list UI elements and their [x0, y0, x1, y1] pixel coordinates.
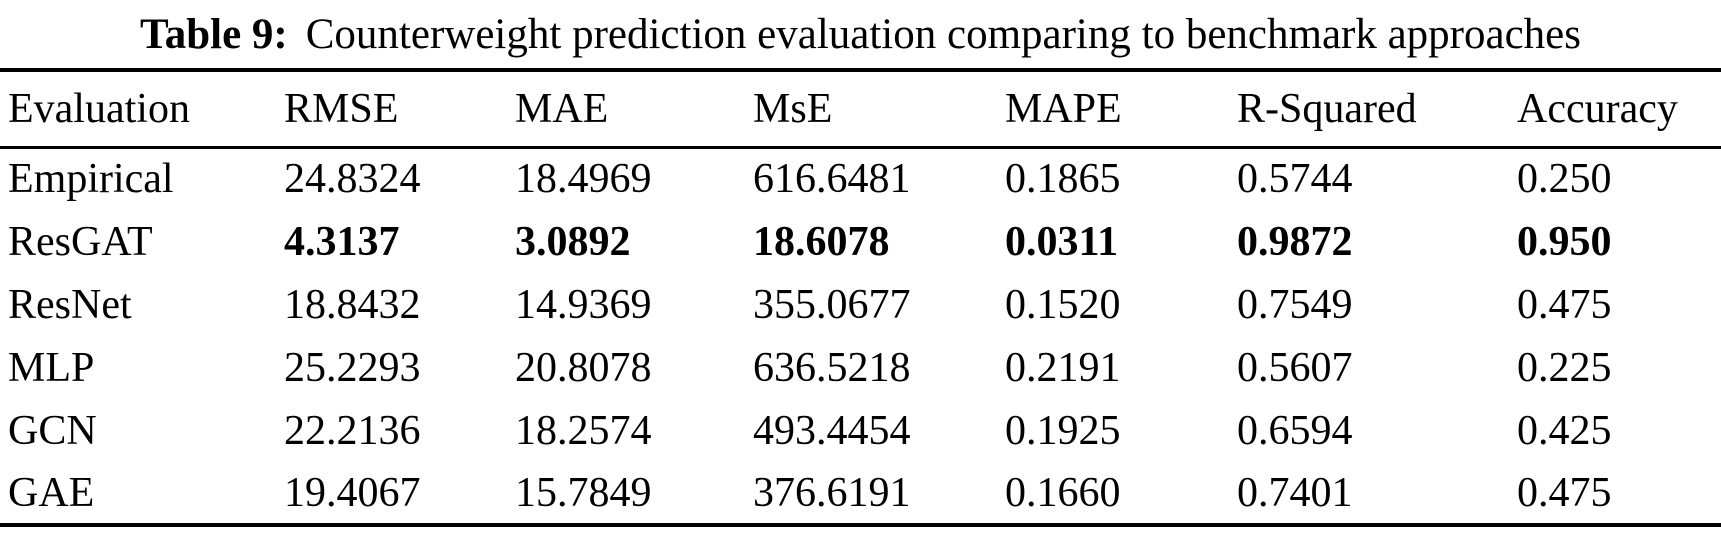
value-cell: 0.225	[1517, 344, 1612, 391]
value-cell: 0.6594	[1237, 407, 1353, 454]
value-cell: 0.1865	[1005, 156, 1121, 203]
value-cell: 19.4067	[284, 469, 421, 516]
value-cell: 0.250	[1517, 156, 1612, 203]
table-row-mlp: MLP 25.2293 20.8078 636.5218 0.2191 0.56…	[0, 336, 1721, 399]
value-cell: 18.2574	[515, 407, 652, 454]
row-label-cell: GAE	[8, 469, 95, 516]
value-cell: 0.7549	[1237, 281, 1353, 328]
value-cell: 20.8078	[515, 344, 652, 391]
row-label-cell: Empirical	[8, 156, 174, 203]
value-cell: 0.5607	[1237, 344, 1353, 391]
value-cell: 616.6481	[753, 156, 911, 203]
value-cell: 636.5218	[753, 344, 911, 391]
row-label-cell: MLP	[8, 344, 95, 391]
row-label-cell: ResNet	[8, 281, 132, 328]
table-caption-label: Table 9:	[140, 10, 288, 58]
results-table: Evaluation RMSE MAE MsE MAPE R-Squared A…	[0, 68, 1721, 527]
value-cell: 15.7849	[515, 469, 652, 516]
table-row-gcn: GCN 22.2136 18.2574 493.4454 0.1925 0.65…	[0, 399, 1721, 462]
table-caption: Table 9: Counterweight prediction evalua…	[0, 0, 1721, 68]
table-row-resnet: ResNet 18.8432 14.9369 355.0677 0.1520 0…	[0, 273, 1721, 336]
value-cell: 0.425	[1517, 407, 1612, 454]
column-header-mse: MsE	[753, 70, 1005, 149]
table-caption-text: Counterweight prediction evaluation comp…	[305, 10, 1581, 58]
value-cell: 18.6078	[753, 218, 890, 265]
value-cell: 355.0677	[753, 281, 911, 328]
value-cell: 0.1660	[1005, 469, 1121, 516]
value-cell: 18.4969	[515, 156, 652, 203]
column-header-rmse: RMSE	[284, 70, 515, 149]
value-cell: 4.3137	[284, 218, 400, 265]
table-row-empirical: Empirical 24.8324 18.4969 616.6481 0.186…	[0, 147, 1721, 210]
value-cell: 24.8324	[284, 156, 421, 203]
value-cell: 0.0311	[1005, 218, 1119, 265]
value-cell: 0.475	[1517, 469, 1612, 516]
value-cell: 0.475	[1517, 281, 1612, 328]
column-header-mape: MAPE	[1005, 70, 1237, 149]
row-label-cell: GCN	[8, 407, 97, 454]
value-cell: 0.1925	[1005, 407, 1121, 454]
value-cell: 493.4454	[753, 407, 911, 454]
value-cell: 0.9872	[1237, 218, 1353, 265]
value-cell: 0.2191	[1005, 344, 1121, 391]
value-cell: 25.2293	[284, 344, 421, 391]
header-row: Evaluation RMSE MAE MsE MAPE R-Squared A…	[0, 70, 1721, 149]
column-header-accuracy: Accuracy	[1517, 70, 1721, 149]
row-label-cell: ResGAT	[8, 218, 153, 265]
value-cell: 376.6191	[753, 469, 911, 516]
value-cell: 0.5744	[1237, 156, 1353, 203]
table-row-resgat: ResGAT 4.3137 3.0892 18.6078 0.0311 0.98…	[0, 210, 1721, 273]
column-header-rsquared: R-Squared	[1237, 70, 1517, 149]
value-cell: 0.1520	[1005, 281, 1121, 328]
value-cell: 22.2136	[284, 407, 421, 454]
column-header-evaluation: Evaluation	[0, 70, 284, 149]
value-cell: 3.0892	[515, 218, 631, 265]
column-header-mae: MAE	[515, 70, 753, 149]
value-cell: 0.7401	[1237, 469, 1353, 516]
table-row-gae: GAE 19.4067 15.7849 376.6191 0.1660 0.74…	[0, 462, 1721, 525]
value-cell: 18.8432	[284, 281, 421, 328]
value-cell: 14.9369	[515, 281, 652, 328]
value-cell: 0.950	[1517, 218, 1612, 265]
